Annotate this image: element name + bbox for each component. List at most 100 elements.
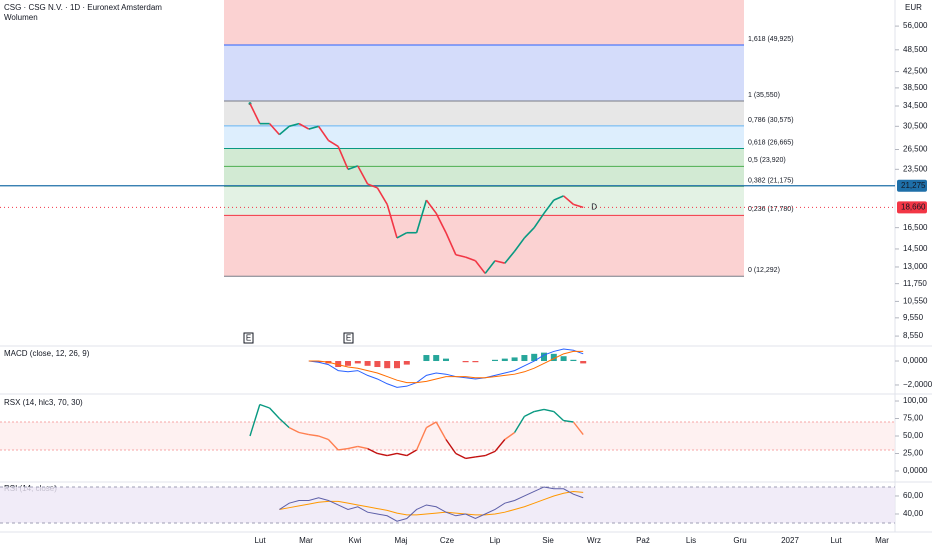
- earnings-marker: E: [246, 334, 251, 343]
- macd-line: [308, 348, 584, 388]
- rsx-segment: [426, 421, 437, 429]
- x-tick-label: Lis: [686, 536, 696, 545]
- rsx-segment: [563, 419, 574, 423]
- y-tick-label: 40,00: [903, 509, 924, 518]
- fib-zone: [224, 45, 744, 102]
- price-segment: [513, 237, 526, 252]
- x-tick-label: Cze: [440, 536, 455, 545]
- rsi-line: [279, 486, 584, 522]
- y-tick-label: 60,00: [903, 491, 924, 500]
- histogram-bar: [550, 353, 557, 362]
- price-label-box: [897, 201, 927, 214]
- rsx-segment: [396, 452, 407, 457]
- fib-label: 0 (12,292): [748, 267, 780, 274]
- rsx-segment: [347, 445, 358, 450]
- rsx-segment: [338, 447, 349, 451]
- histogram-bar: [433, 355, 440, 362]
- price-segment: [347, 165, 359, 171]
- x-tick-label: Wrz: [587, 536, 601, 545]
- price-segment: [455, 253, 466, 258]
- price-segment: [376, 187, 388, 205]
- price-segment: [415, 199, 428, 233]
- x-tick-label: Gru: [733, 536, 746, 545]
- rsx-segment: [298, 431, 309, 436]
- marker: D: [591, 202, 597, 211]
- fib-zone: [224, 148, 744, 167]
- price-segment: [533, 212, 545, 229]
- y-tick-label: 14,500: [903, 244, 928, 253]
- price-segment: [543, 199, 555, 214]
- price-segment: [445, 232, 457, 256]
- histogram-bar: [354, 361, 361, 364]
- price-segment: [484, 260, 496, 274]
- price-segment: [327, 139, 339, 148]
- fib-label: 0,618 (26,665): [748, 139, 794, 146]
- x-tick-label: Sie: [542, 536, 554, 545]
- rsx-segment: [377, 452, 388, 457]
- histogram-bar: [580, 361, 587, 364]
- x-tick-label: Lip: [490, 536, 501, 545]
- histogram-bar: [531, 353, 538, 362]
- y-tick-label: 100,00: [903, 396, 928, 405]
- rsx-segment: [308, 433, 319, 437]
- x-tick-label: Maj: [395, 536, 408, 545]
- fib-zone: [224, 0, 744, 46]
- x-tick-label: Kwi: [349, 536, 362, 545]
- x-tick-label: Lut: [830, 536, 842, 545]
- price-label-box: [897, 179, 927, 192]
- band: [0, 422, 895, 450]
- rsx-segment: [543, 408, 554, 413]
- histogram-bar: [521, 355, 528, 362]
- price-label: 18,660: [901, 202, 926, 211]
- histogram-bar: [315, 361, 322, 363]
- price-segment: [494, 259, 505, 264]
- rsx-segment: [475, 454, 486, 458]
- band: [0, 486, 895, 523]
- fib-label: 1 (35,550): [748, 92, 780, 99]
- histogram-bar: [443, 358, 449, 362]
- price-segment: [573, 203, 584, 209]
- y-tick-label: 8,550: [903, 331, 924, 340]
- y-tick-label: 11,750: [903, 279, 927, 288]
- rsx-segment: [524, 410, 535, 418]
- histogram-bar: [364, 361, 371, 366]
- fib-label: 0,382 (21,175): [748, 177, 794, 184]
- rsx-segment: [465, 456, 476, 460]
- y-tick-label: 16,500: [903, 223, 928, 232]
- histogram-bar: [462, 361, 469, 363]
- rsx-segment: [259, 403, 270, 409]
- histogram-bar: [492, 359, 498, 362]
- histogram-bar: [335, 361, 342, 368]
- histogram-bar: [403, 361, 410, 365]
- price-segment: [367, 183, 378, 189]
- x-tick-label: Paź: [636, 536, 650, 545]
- rsx-segment: [572, 421, 584, 436]
- rsx-segment: [504, 431, 516, 441]
- y-tick-label: 34,500: [903, 101, 928, 110]
- rsx-segment: [494, 439, 506, 452]
- y-tick-label: 56,000: [903, 21, 928, 30]
- price-label: 21,275: [901, 181, 926, 190]
- histogram-bar: [472, 361, 479, 363]
- rsx-segment: [435, 421, 447, 440]
- rsx-segment: [484, 450, 496, 457]
- y-tick-label: 23,500: [903, 164, 928, 173]
- y-tick-label: 38,500: [903, 83, 928, 92]
- price-segment: [269, 123, 280, 136]
- histogram-bar: [374, 361, 381, 368]
- earnings-box: [243, 332, 254, 344]
- y-tick-label: 25,00: [903, 449, 924, 458]
- rsx-segment: [415, 427, 428, 451]
- y-tick-label: 30,500: [903, 121, 928, 130]
- price-segment: [278, 125, 290, 136]
- y-tick-label: 42,500: [903, 67, 928, 76]
- fib-zone: [224, 215, 744, 277]
- rsx-segment: [445, 439, 457, 454]
- rsx-segment: [318, 435, 329, 441]
- price-segment: [504, 250, 516, 264]
- price-segment: [249, 103, 261, 124]
- histogram-bar: [345, 361, 351, 366]
- y-tick-label: 10,550: [903, 297, 928, 306]
- histogram-bar: [570, 359, 577, 362]
